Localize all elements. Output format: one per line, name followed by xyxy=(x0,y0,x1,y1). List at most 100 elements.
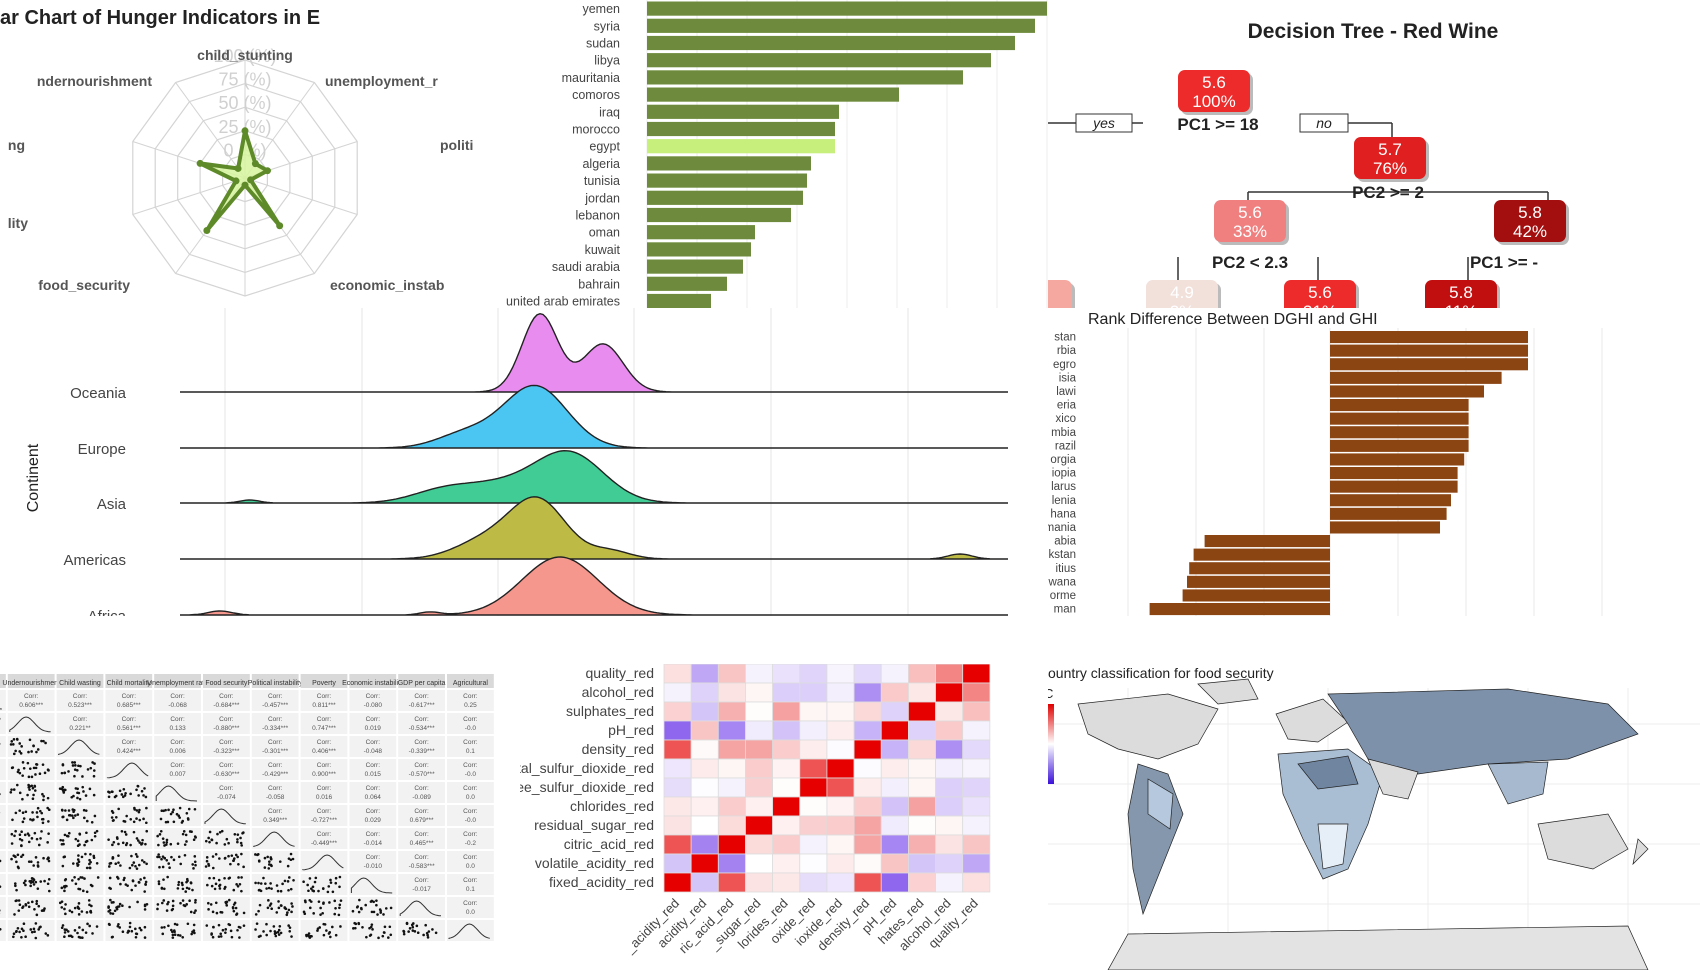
pairs-scatter-point xyxy=(389,906,393,910)
pairs-scatter-point xyxy=(117,842,120,846)
pairs-scatter-point xyxy=(168,866,171,870)
map-region-south-america-region xyxy=(1147,778,1174,830)
pairs-corr-label: Corr: xyxy=(366,808,381,815)
pairs-scatter-point xyxy=(212,925,215,929)
pairs-scatter-point xyxy=(26,761,30,765)
pairs-scatter-point xyxy=(239,841,243,845)
radar-axis-label: unemployment_r xyxy=(325,73,438,89)
map-region-asia xyxy=(1327,688,1639,775)
radar-axis-label: economic_instab xyxy=(330,277,444,293)
bar-label: algeria xyxy=(582,157,620,171)
pairs-cell xyxy=(447,897,494,918)
pairs-scatter-point xyxy=(139,928,143,932)
corr-cell xyxy=(826,701,855,722)
pairs-header-strip xyxy=(447,674,494,688)
pairs-scatter-point xyxy=(18,771,22,775)
pairs-scatter-point xyxy=(368,926,371,930)
pairs-cell xyxy=(56,690,104,711)
pairs-scatter-point xyxy=(327,885,331,888)
pairs-scatter-point xyxy=(32,864,35,867)
corr-cell xyxy=(663,777,692,798)
pairs-scatter-point xyxy=(185,903,189,906)
corr-cell xyxy=(826,853,855,874)
corr-row-label: quality_red xyxy=(586,665,655,681)
pairs-scatter-point xyxy=(162,899,166,902)
pairs-density-line xyxy=(399,900,442,917)
pairs-cell xyxy=(251,782,299,803)
rank-label: man xyxy=(1054,604,1076,616)
pairs-scatter-point xyxy=(231,906,235,910)
pairs-scatter-point xyxy=(86,922,89,926)
pairs-scatter-point xyxy=(290,910,293,914)
pairs-scatter-point xyxy=(206,883,209,887)
map-region-new-zealand xyxy=(1632,838,1649,866)
pairs-scatter-point xyxy=(232,888,236,892)
pairs-scatter-point xyxy=(76,931,79,935)
ridge-label: Americas xyxy=(63,552,126,569)
pairs-scatter-point xyxy=(27,901,30,905)
pairs-scatter-point xyxy=(135,932,139,936)
tree-yes-box xyxy=(1075,113,1133,133)
corr-cell xyxy=(962,701,991,722)
pairs-scatter-point xyxy=(165,843,168,846)
pairs-scatter-point xyxy=(87,899,91,902)
pairs-scatter-point xyxy=(84,852,87,856)
corr-row-label: otal_sulfur_dioxide_red xyxy=(520,760,654,776)
pairs-corr-value: 0.25 xyxy=(464,702,477,709)
pairs-scatter-point xyxy=(34,880,38,884)
pairs-scatter-point xyxy=(30,877,34,880)
corr-cell xyxy=(853,872,882,893)
corr-cell xyxy=(853,682,882,703)
pairs-cell xyxy=(203,805,250,826)
pairs-scatter-point xyxy=(27,860,31,863)
pairs-cell xyxy=(203,897,250,918)
pairs-scatter-point xyxy=(95,829,99,833)
pairs-scatter-point xyxy=(259,889,263,893)
pairs-scatter-point xyxy=(73,768,77,771)
pairs-scatter-point xyxy=(137,863,141,867)
pairs-scatter-point xyxy=(187,887,191,890)
corr-cell xyxy=(880,796,909,817)
pairs-scatter-point xyxy=(379,909,383,913)
pairs-scatter-point xyxy=(284,907,288,911)
pairs-scatter-point xyxy=(163,887,166,891)
corr-cell xyxy=(880,664,909,684)
pairs-scatter-point xyxy=(210,932,213,935)
pairs-scatter-point xyxy=(265,887,268,890)
pairs-scatter-point xyxy=(92,856,96,860)
radar-spoke xyxy=(132,177,246,215)
pairs-scatter-point xyxy=(369,900,373,903)
pairs-scatter-point xyxy=(273,930,277,933)
pairs-corr-value: 0.349*** xyxy=(263,817,287,824)
pairs-scatter-point xyxy=(166,820,170,824)
pairs-scatter-point xyxy=(156,907,159,911)
pairs-scatter-point xyxy=(365,935,368,939)
corr-cell xyxy=(880,872,909,893)
pairs-corr-value: -0.017 xyxy=(412,886,431,893)
pairs-scatter-point xyxy=(158,865,161,869)
pairs-scatter-point xyxy=(132,830,136,834)
pairs-scatter-point xyxy=(172,808,175,812)
pairs-scatter-point xyxy=(256,853,259,857)
pairs-scatter-point xyxy=(88,903,91,907)
pairs-scatter-point xyxy=(313,880,317,884)
pairs-scatter-point xyxy=(32,883,36,886)
pairs-scatter-point xyxy=(329,881,333,884)
pairs-cell xyxy=(203,759,250,780)
corr-cell xyxy=(799,758,828,779)
tree-node-box xyxy=(1494,200,1566,242)
pairs-scatter-point xyxy=(37,904,41,908)
pairs-scatter-point xyxy=(264,882,267,885)
pairs-scatter-point xyxy=(93,762,96,765)
pairs-corr-value: 0.679*** xyxy=(410,817,434,824)
pairs-scatter-point xyxy=(107,865,111,868)
corr-cell xyxy=(962,758,991,779)
pairs-scatter-point xyxy=(431,928,434,931)
pairs-scatter-point xyxy=(185,886,189,890)
pairs-corr-label: Corr: xyxy=(24,693,39,700)
pairs-scatter-point xyxy=(134,935,138,939)
pairs-scatter-point xyxy=(61,839,65,842)
pairs-scatter-point xyxy=(79,764,82,768)
pairs-cell xyxy=(349,897,397,918)
pairs-scatter-point xyxy=(372,910,376,914)
